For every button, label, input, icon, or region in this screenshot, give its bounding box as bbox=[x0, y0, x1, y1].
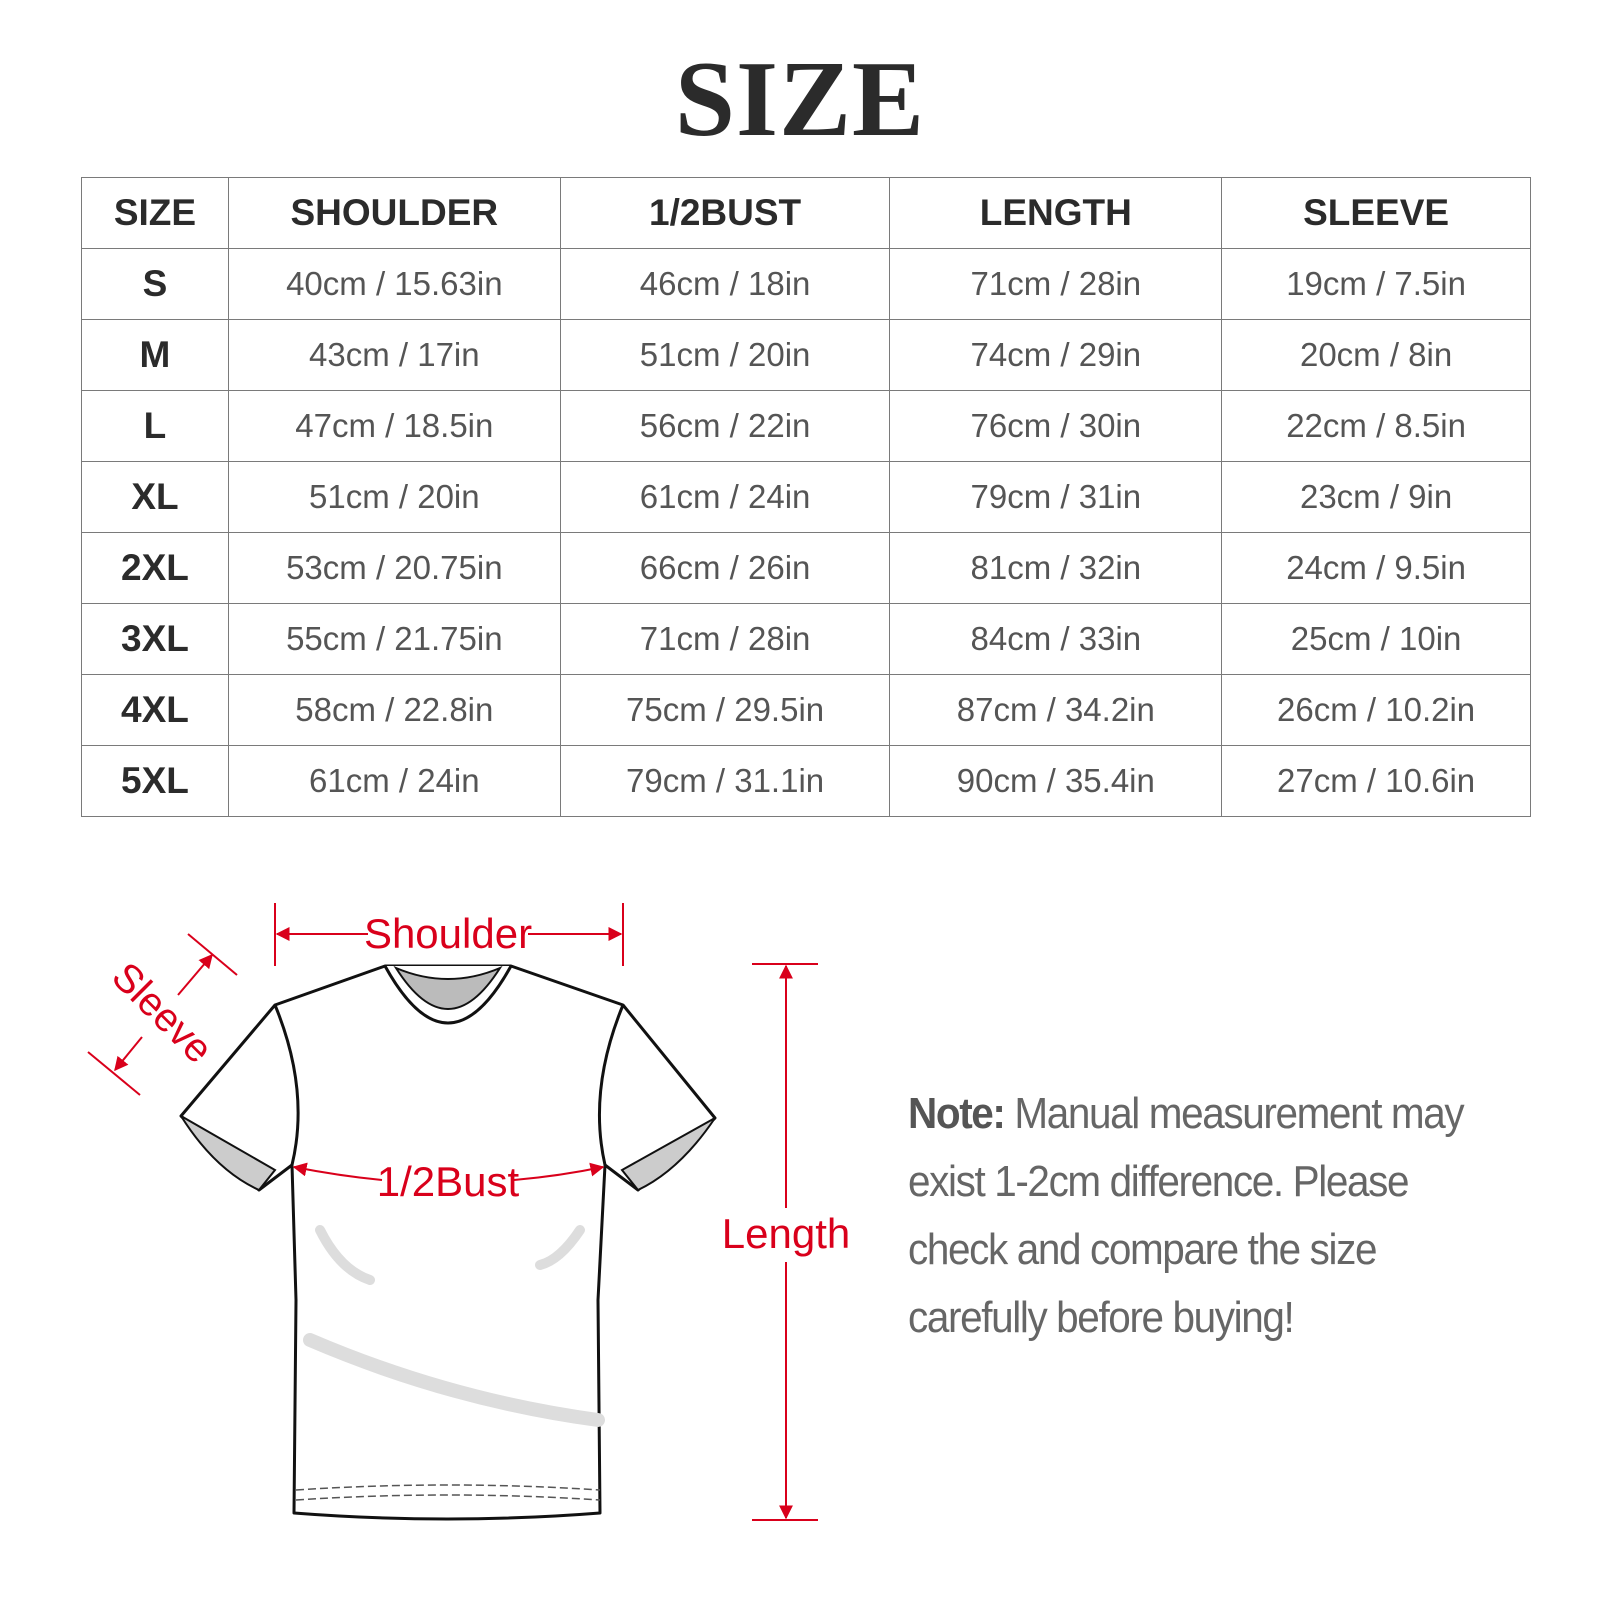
table-row: M 43cm / 17in 51cm / 20in 74cm / 29in 20cm /… bbox=[81, 319, 1531, 391]
table-header-row: SIZE SHOULDER 1/2BUST LENGTH SLEEVE bbox=[81, 177, 1531, 249]
header-sleeve: SLEEVE bbox=[1221, 177, 1531, 249]
table-row: 3XL 55cm / 21.75in 71cm / 28in 84cm / 33in 2… bbox=[81, 603, 1531, 675]
size-cell: M bbox=[81, 319, 229, 391]
sleeve-measure: Sleeve bbox=[87, 933, 238, 1096]
measurement-cell: 61cm / 24in bbox=[559, 461, 891, 533]
header-length: LENGTH bbox=[889, 177, 1223, 249]
measurement-cell: 76cm / 30in bbox=[889, 390, 1223, 462]
length-label: Length bbox=[722, 1210, 850, 1257]
measurement-cell: 51cm / 20in bbox=[227, 461, 561, 533]
size-cell: 5XL bbox=[81, 745, 229, 817]
measurement-cell: 90cm / 35.4in bbox=[889, 745, 1223, 817]
measurement-cell: 19cm / 7.5in bbox=[1221, 248, 1531, 320]
measurement-cell: 56cm / 22in bbox=[559, 390, 891, 462]
measurement-cell: 40cm / 15.63in bbox=[227, 248, 561, 320]
measurement-cell: 58cm / 22.8in bbox=[227, 674, 561, 746]
page-title: SIZE bbox=[674, 40, 926, 159]
tshirt-outline bbox=[179, 964, 717, 1521]
size-cell: XL bbox=[81, 461, 229, 533]
table-row: XL 51cm / 20in 61cm / 24in 79cm / 31in 23cm … bbox=[81, 461, 1531, 533]
measurement-cell: 81cm / 32in bbox=[889, 532, 1223, 604]
measurement-cell: 20cm / 8in bbox=[1221, 319, 1531, 391]
measurement-cell: 79cm / 31.1in bbox=[559, 745, 891, 817]
length-measure: Length bbox=[722, 963, 850, 1521]
measurement-cell: 26cm / 10.2in bbox=[1221, 674, 1531, 746]
measurement-cell: 75cm / 29.5in bbox=[559, 674, 891, 746]
size-cell: 3XL bbox=[81, 603, 229, 675]
bust-measure: 1/2Bust bbox=[292, 1158, 605, 1205]
table-row: 5XL 61cm / 24in 79cm / 31.1in 90cm / 35.4in… bbox=[81, 745, 1531, 817]
measurement-cell: 61cm / 24in bbox=[227, 745, 561, 817]
sleeve-label: Sleeve bbox=[103, 954, 221, 1072]
table-row: 2XL 53cm / 20.75in 66cm / 26in 81cm / 32in 2… bbox=[81, 532, 1531, 604]
size-table: SIZE SHOULDER 1/2BUST LENGTH SLEEVE S 40c… bbox=[81, 177, 1531, 817]
measurement-cell: 24cm / 9.5in bbox=[1221, 532, 1531, 604]
measurement-cell: 22cm / 8.5in bbox=[1221, 390, 1531, 462]
size-cell: L bbox=[81, 390, 229, 462]
table-row: L 47cm / 18.5in 56cm / 22in 76cm / 30in 22cm… bbox=[81, 390, 1531, 462]
measurement-cell: 55cm / 21.75in bbox=[227, 603, 561, 675]
measurement-cell: 84cm / 33in bbox=[889, 603, 1223, 675]
measurement-cell: 46cm / 18in bbox=[559, 248, 891, 320]
measurement-cell: 27cm / 10.6in bbox=[1221, 745, 1531, 817]
note-text: Note: Manual measurement may exist 1-2cm… bbox=[908, 1080, 1515, 1352]
measurement-cell: 71cm / 28in bbox=[559, 603, 891, 675]
header-size: SIZE bbox=[81, 177, 229, 249]
bust-label: 1/2Bust bbox=[377, 1158, 520, 1205]
note-body: Manual measurement may exist 1-2cm diffe… bbox=[908, 1089, 1465, 1342]
size-cell: S bbox=[81, 248, 229, 320]
measurement-cell: 43cm / 17in bbox=[227, 319, 561, 391]
measurement-cell: 47cm / 18.5in bbox=[227, 390, 561, 462]
measurement-cell: 71cm / 28in bbox=[889, 248, 1223, 320]
measurement-cell: 74cm / 29in bbox=[889, 319, 1223, 391]
header-bust: 1/2BUST bbox=[559, 177, 891, 249]
measurement-cell: 23cm / 9in bbox=[1221, 461, 1531, 533]
table-row: S 40cm / 15.63in 46cm / 18in 71cm / 28in 19c… bbox=[81, 248, 1531, 320]
note-label: Note: bbox=[908, 1089, 1006, 1138]
shoulder-label: Shoulder bbox=[364, 910, 532, 957]
measurement-cell: 66cm / 26in bbox=[559, 532, 891, 604]
shoulder-measure: Shoulder bbox=[274, 903, 624, 966]
measurement-cell: 53cm / 20.75in bbox=[227, 532, 561, 604]
measurement-cell: 25cm / 10in bbox=[1221, 603, 1531, 675]
size-cell: 4XL bbox=[81, 674, 229, 746]
table-row: 4XL 58cm / 22.8in 75cm / 29.5in 87cm / 34.2… bbox=[81, 674, 1531, 746]
